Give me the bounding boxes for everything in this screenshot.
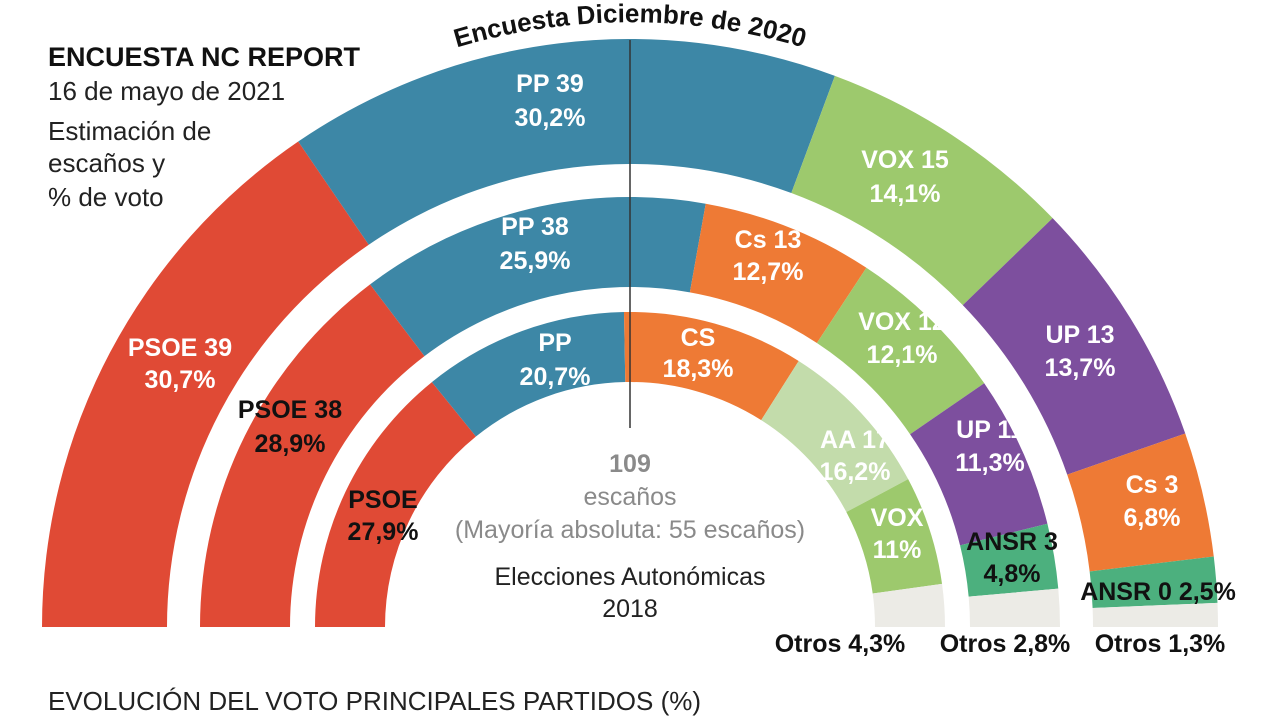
segment-psoe-ring-1 [200, 284, 425, 627]
segment-up-ring-1 [910, 383, 1048, 546]
chart-title: ENCUESTA NC REPORT [48, 42, 361, 72]
segment-cs-ring-0 [1067, 433, 1214, 572]
label-pp-2018: PP 20,7% [520, 329, 591, 391]
segment-labels: PSOE 39 30,7% PP 39 30,2% VOX 15 14,1% UP 1… [128, 70, 1236, 658]
segment-vox-ring-1 [816, 267, 985, 435]
label-cs-2020: Cs 13 12,7% [733, 226, 804, 286]
segment-otros-ring-0 [1092, 602, 1218, 627]
segment-pp-ring-0 [298, 39, 835, 245]
segment-cs-ring-1 [689, 203, 867, 343]
subtitle-line: Estimación de [48, 116, 211, 146]
segment-ansr-ring-1 [960, 523, 1059, 597]
label-otros-2021: Otros 1,3% [1095, 630, 1226, 658]
segment-otros-ring-2 [872, 583, 945, 627]
segment-aa-ring-2 [761, 360, 909, 513]
segment-ansr-ring-0 [1089, 556, 1218, 608]
label-pp-2020: PP 38 25,9% [500, 213, 571, 275]
inner-ring-year: 2018 [602, 595, 658, 623]
segment-vox-ring-0 [791, 75, 1053, 306]
total-seats: 109 [609, 450, 651, 478]
label-psoe-2021: PSOE 39 30,7% [128, 334, 232, 394]
subtitle-line: escaños y [48, 148, 165, 178]
label-otros-2018: Otros 4,3% [775, 630, 906, 658]
segment-psoe-ring-2 [315, 382, 476, 627]
segment-otros-ring-1 [968, 588, 1060, 627]
segment-pp-ring-2 [431, 312, 626, 437]
label-pp-2021: PP 39 30,2% [515, 70, 586, 132]
segment-psoe-ring-0 [42, 141, 369, 627]
seats-label: escaños [583, 483, 676, 511]
label-ansr-2021: ANSR 0 2,5% [1080, 578, 1236, 606]
label-vox-2018: VOX 11% [871, 504, 924, 564]
label-vox-2021: VOX 15 14,1% [861, 146, 949, 208]
footer-title: EVOLUCIÓN DEL VOTO PRINCIPALES PARTIDOS … [48, 686, 701, 716]
ring-segments [42, 39, 1218, 627]
label-up-2020: UP 11 11,3% [955, 416, 1025, 477]
label-up-2021: UP 13 13,7% [1045, 321, 1116, 382]
subtitle-line: % de voto [48, 182, 164, 212]
label-ansr-2020: ANSR 3 4,8% [966, 528, 1058, 588]
label-otros-2020: Otros 2,8% [940, 630, 1071, 658]
segment-vox-ring-2 [846, 479, 943, 594]
label-vox-2020: VOX 12 12,1% [858, 308, 946, 369]
segment-pp-ring-1 [370, 196, 706, 357]
inner-ring-label: Elecciones Autonómicas [495, 563, 766, 591]
majority-label: (Mayoría absoluta: 55 escaños) [455, 516, 805, 544]
label-psoe-2020: PSOE 38 28,9% [238, 396, 342, 458]
segment-cs-ring-2 [623, 312, 799, 421]
chart-date: 16 de mayo de 2021 [48, 76, 285, 106]
segment-up-ring-0 [962, 218, 1186, 475]
label-aa-2018: AA 17 16,2% [820, 426, 891, 486]
label-cs-2021: Cs 3 6,8% [1124, 471, 1181, 532]
label-cs-2018: CS 18,3% [663, 324, 734, 383]
label-psoe-2018: PSOE 27,9% [348, 486, 419, 546]
